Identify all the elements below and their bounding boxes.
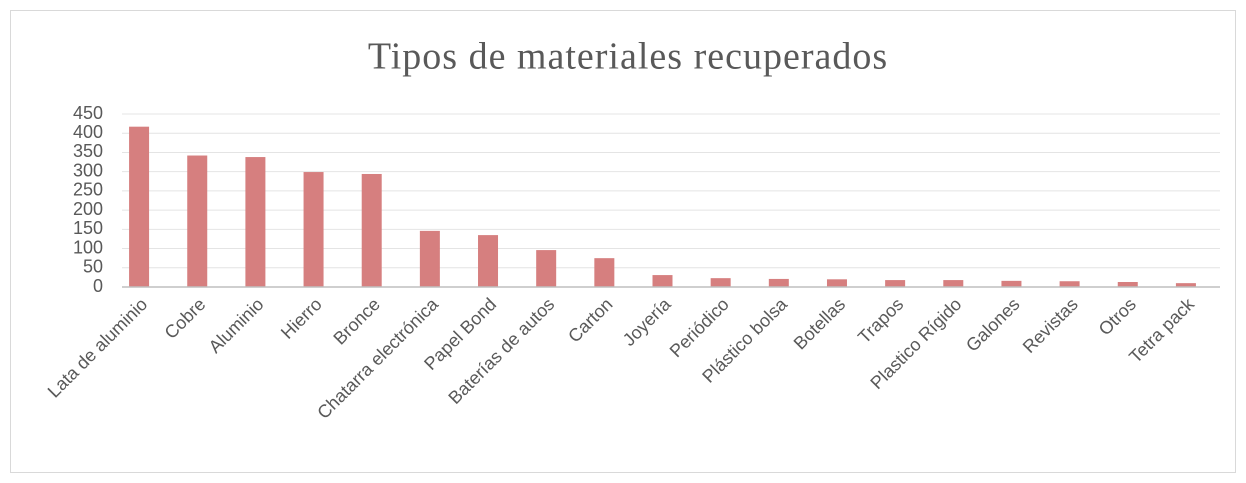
y-tick-label: 150 [73, 218, 103, 238]
y-tick-label: 100 [73, 237, 103, 257]
y-tick-label: 200 [73, 199, 103, 219]
y-tick-label: 250 [73, 180, 103, 200]
bar [826, 279, 847, 287]
bar [652, 275, 673, 287]
bar [129, 126, 150, 287]
bar [245, 157, 266, 287]
bar [594, 258, 615, 287]
chart-title: Tipos de materiales recuperados [368, 36, 888, 78]
y-tick-label: 300 [73, 160, 103, 180]
bar [710, 278, 731, 287]
y-tick-label: 50 [83, 257, 103, 277]
bar [419, 230, 440, 287]
chart-frame [10, 10, 1236, 473]
bar [1117, 282, 1138, 287]
y-tick-label: 350 [73, 141, 103, 161]
bar [1175, 283, 1196, 287]
bar [303, 172, 324, 287]
bar [187, 155, 208, 287]
y-tick-label: 400 [73, 122, 103, 142]
y-tick-label: 0 [93, 276, 103, 296]
bar [943, 280, 964, 287]
bar [885, 280, 906, 287]
bar [478, 235, 499, 287]
bar [1059, 281, 1080, 287]
bar [536, 250, 557, 287]
bar [1001, 280, 1022, 287]
bar [768, 278, 789, 287]
y-tick-label: 450 [73, 103, 103, 123]
bar [361, 173, 382, 287]
